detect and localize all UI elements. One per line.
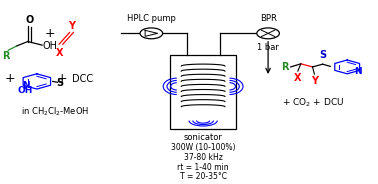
Text: sonicator: sonicator: [184, 133, 223, 142]
Text: S: S: [319, 50, 326, 60]
Text: DCC: DCC: [72, 74, 93, 84]
Text: + CO$_2$ + DCU: + CO$_2$ + DCU: [282, 96, 344, 109]
Text: R: R: [2, 52, 10, 61]
Text: OH: OH: [43, 41, 58, 51]
Text: +: +: [57, 72, 67, 85]
Text: S: S: [57, 78, 64, 88]
Text: T = 20-35°C: T = 20-35°C: [180, 172, 227, 181]
Text: +: +: [5, 72, 15, 85]
Text: OH: OH: [18, 86, 33, 95]
Circle shape: [257, 28, 279, 39]
Text: R: R: [281, 62, 288, 72]
Bar: [170, 55, 236, 130]
Text: rt = 1-40 min: rt = 1-40 min: [177, 163, 229, 172]
Text: N: N: [354, 67, 361, 76]
Text: +: +: [45, 27, 56, 40]
Text: Y: Y: [68, 21, 75, 31]
Text: in CH$_2$Cl$_2$-MeOH: in CH$_2$Cl$_2$-MeOH: [22, 105, 90, 118]
Text: 300W (10-100%): 300W (10-100%): [171, 143, 235, 152]
Text: 1 bar: 1 bar: [257, 43, 279, 52]
Text: Y: Y: [311, 76, 318, 86]
Text: X: X: [56, 48, 64, 58]
Text: N: N: [22, 81, 29, 90]
Text: 37-80 kHz: 37-80 kHz: [184, 153, 223, 162]
Circle shape: [140, 28, 163, 39]
Text: O: O: [25, 15, 33, 25]
Text: X: X: [293, 72, 301, 83]
Text: HPLC pump: HPLC pump: [127, 14, 176, 23]
Text: BPR: BPR: [260, 14, 277, 23]
